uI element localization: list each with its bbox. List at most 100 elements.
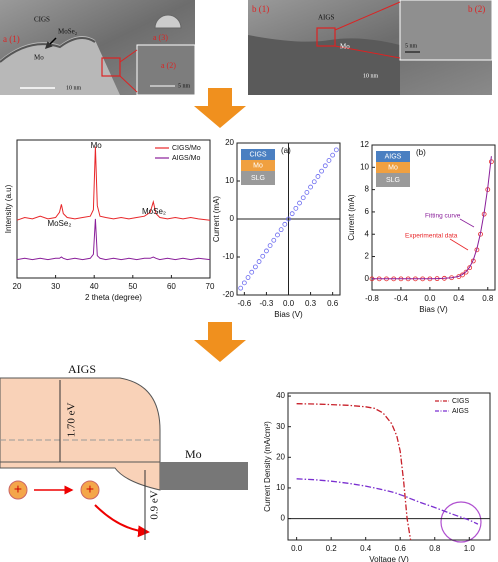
y-axis-label: Current (mA) [212, 196, 221, 243]
x-tick-label: 0.8 [429, 544, 441, 553]
panel-label: b (1) [252, 4, 269, 14]
inset-layer [241, 171, 275, 185]
data-point [256, 259, 262, 264]
legend-label: AIGS/Mo [172, 155, 201, 162]
layer-label: CIGS [34, 16, 50, 24]
x-axis-label: 2 theta (degree) [85, 293, 142, 302]
inset-layer [241, 160, 275, 171]
x-tick-label: 0.0 [291, 544, 303, 553]
y-axis-label: Current (mA) [347, 194, 356, 241]
svg-text:+: + [14, 481, 22, 497]
data-point [275, 232, 280, 238]
x-tick-label: -0.3 [260, 299, 274, 308]
y-tick-label: 10 [276, 483, 285, 492]
x-tick-label: 0.4 [453, 294, 465, 303]
series-line [372, 156, 492, 280]
tem-image-b [248, 0, 493, 95]
annotation-arrow [459, 218, 475, 228]
data-point [304, 189, 310, 195]
scale-label: 5 nm [405, 43, 418, 49]
series-line [296, 403, 412, 541]
scale-label: 5 nm [178, 83, 191, 89]
y-tick-label: 2 [365, 252, 370, 261]
data-point [293, 205, 299, 211]
series-line [296, 478, 479, 525]
y-axis-label: Intensity (a.u) [4, 184, 13, 233]
x-tick-label: 0.4 [360, 544, 372, 553]
data-point [463, 269, 469, 275]
y-tick-label: 0 [365, 274, 370, 283]
x-axis-label: Bias (V) [419, 305, 448, 314]
series-line [16, 146, 211, 221]
data-point [330, 152, 336, 158]
x-tick-label: 0.0 [283, 299, 295, 308]
x-tick-label: 0.0 [424, 294, 436, 303]
x-tick-label: 40 [90, 282, 99, 291]
inset-layer [376, 162, 410, 173]
annotation-arrow [449, 238, 469, 251]
x-tick-label: -0.8 [365, 294, 379, 303]
band-diagram: + + [0, 377, 248, 540]
data-point [245, 275, 251, 280]
legend-label: AIGS [452, 408, 469, 415]
y-tick-label: 8 [365, 185, 370, 194]
x-tick-label: 30 [51, 282, 60, 291]
data-point [271, 237, 277, 243]
data-point [267, 243, 273, 249]
inset-layer-label: Mo [253, 162, 263, 169]
contact-label: Mo [185, 447, 202, 461]
inset-layer [376, 151, 410, 162]
x-tick-label: 0.6 [395, 544, 407, 553]
data-point [260, 253, 266, 259]
data-point [308, 184, 313, 190]
data-point [333, 147, 339, 153]
x-axis-label: Bias (V) [274, 310, 303, 319]
panel-label: (b) [416, 148, 426, 157]
x-tick-label: -0.6 [237, 299, 251, 308]
data-point [289, 211, 295, 217]
layer-label: MoSe₂ [58, 28, 78, 36]
annotation: Fitting curve [425, 213, 461, 220]
inset-layer [241, 149, 275, 160]
data-point [241, 280, 247, 286]
x-tick-label: 0.3 [305, 299, 317, 308]
flow-arrow [194, 322, 246, 362]
annotation: MoSe₂ [142, 207, 166, 216]
flow-arrow [194, 88, 246, 128]
x-tick-label: -0.4 [394, 294, 408, 303]
inset-layer-label: SLG [386, 177, 400, 184]
y-tick-label: -10 [222, 252, 234, 261]
y-tick-label: 6 [365, 207, 370, 216]
data-point [319, 168, 325, 174]
plot-frame [371, 144, 496, 291]
x-tick-label: 0.6 [327, 299, 339, 308]
x-tick-label: 60 [167, 282, 176, 291]
series-line [16, 218, 211, 261]
data-point [278, 227, 284, 233]
x-tick-label: 1.0 [464, 544, 476, 553]
data-point [238, 285, 244, 291]
data-point [297, 200, 302, 206]
panel-label: a (1) [3, 34, 20, 44]
data-point [282, 221, 288, 227]
data-point [311, 179, 317, 185]
data-point [467, 265, 473, 271]
layer-label: Mo [340, 43, 350, 51]
highlight-circle [440, 501, 482, 543]
legend-label: CIGS/Mo [172, 145, 201, 152]
layer-label: Mo [34, 54, 44, 62]
material-label: AIGS [68, 362, 96, 376]
data-point [264, 248, 269, 254]
panel-label: (a) [281, 146, 291, 155]
annotation: Mo [91, 141, 103, 150]
panel-label: b (2) [468, 4, 485, 14]
x-tick-label: 70 [206, 282, 215, 291]
data-point [286, 216, 291, 222]
y-tick-label: 4 [365, 229, 370, 238]
data-point [326, 158, 332, 163]
plot-frame [16, 139, 211, 279]
panel-label: a (2) [161, 61, 176, 70]
y-tick-label: 12 [360, 140, 369, 149]
inset-layer-label: CIGS [249, 151, 266, 158]
